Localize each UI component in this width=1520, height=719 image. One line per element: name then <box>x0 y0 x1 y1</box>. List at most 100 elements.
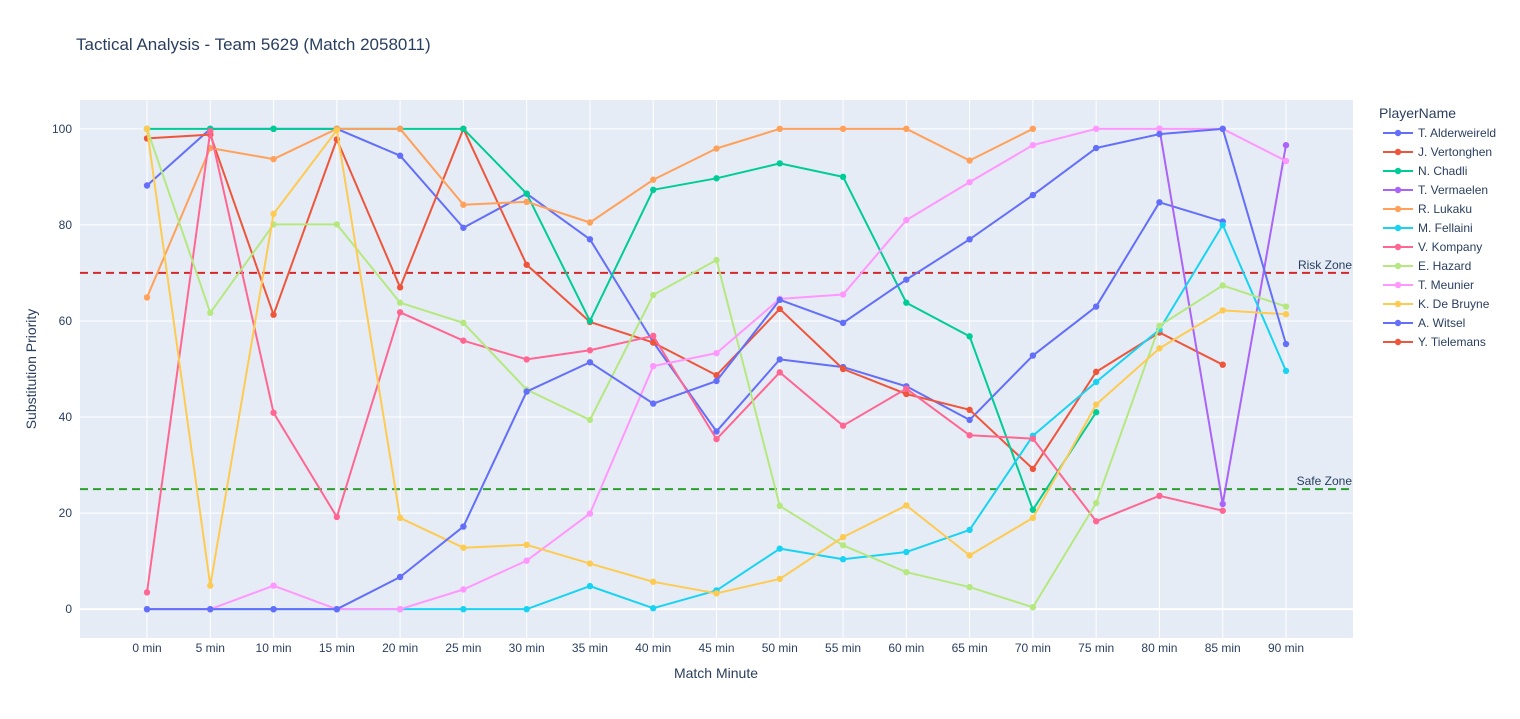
legend-item: A. Witsel <box>1383 316 1465 330</box>
data-point <box>966 236 973 243</box>
data-point <box>966 178 973 186</box>
data-point <box>270 210 277 218</box>
data-point <box>460 605 467 613</box>
x-axis-ticks: 0 min 5 min 10 min 15 min 20 min 25 min 30 min… <box>132 641 1304 655</box>
data-point <box>270 582 277 589</box>
x-tick-label: 50 min <box>762 641 798 655</box>
legend-swatch-marker <box>1394 186 1402 194</box>
data-point <box>903 502 910 509</box>
data-point <box>143 589 151 596</box>
data-point <box>776 305 783 313</box>
data-point <box>713 349 720 357</box>
data-point <box>1219 507 1226 514</box>
data-point <box>1029 465 1037 473</box>
data-point <box>460 125 467 133</box>
legend-label: T. Meunier <box>1418 278 1474 292</box>
data-point <box>966 333 973 340</box>
legend-title: PlayerName <box>1379 105 1456 121</box>
data-point <box>460 319 467 327</box>
data-point <box>396 514 404 522</box>
x-tick-label: 45 min <box>698 641 734 655</box>
data-point <box>839 125 847 133</box>
y-tick-label: 100 <box>52 122 72 136</box>
data-point <box>776 502 783 510</box>
data-point <box>966 583 973 591</box>
legend: PlayerName T. Alderweireld J. Vertonghen N… <box>1379 105 1496 349</box>
data-point <box>1029 141 1037 149</box>
data-point <box>839 365 847 373</box>
data-point <box>839 542 847 549</box>
legend-label: K. De Bruyne <box>1418 297 1490 311</box>
x-tick-label: 0 min <box>132 641 161 655</box>
data-point <box>396 299 404 306</box>
x-tick-label: 10 min <box>256 641 292 655</box>
data-point <box>713 372 720 379</box>
data-point <box>966 432 973 439</box>
data-point <box>650 400 657 407</box>
legend-item: T. Vermaelen <box>1383 183 1488 197</box>
data-point <box>523 388 530 395</box>
y-axis-ticks: 0 20 40 60 80 100 <box>52 122 72 616</box>
x-tick-label: 40 min <box>635 641 671 655</box>
x-tick-label: 80 min <box>1141 641 1177 655</box>
data-point <box>1092 499 1100 507</box>
x-axis-title: Match Minute <box>674 665 758 681</box>
series-e-hazard <box>143 125 1290 611</box>
data-point <box>1092 303 1100 310</box>
data-point <box>586 416 594 424</box>
data-point <box>586 236 594 243</box>
data-point <box>903 125 910 133</box>
data-point <box>586 317 594 325</box>
series-k-de-bruyne <box>143 125 1290 597</box>
data-point <box>460 544 467 551</box>
legend-item: T. Alderweireld <box>1383 126 1496 140</box>
y-tick-label: 20 <box>59 506 73 520</box>
data-point <box>713 377 720 385</box>
legend-item: R. Lukaku <box>1383 202 1472 216</box>
legend-item: V. Kompany <box>1383 240 1482 254</box>
data-point <box>460 224 467 231</box>
data-point <box>776 125 783 133</box>
data-point <box>713 590 720 597</box>
data-point <box>1156 199 1163 206</box>
data-point <box>1156 345 1163 352</box>
data-point <box>903 385 910 392</box>
legend-label: Y. Tielemans <box>1418 335 1486 349</box>
data-point <box>586 347 594 354</box>
data-point <box>650 291 657 299</box>
y-tick-label: 60 <box>59 314 73 328</box>
x-tick-label: 55 min <box>825 641 861 655</box>
data-point <box>396 605 404 613</box>
data-point <box>523 356 530 363</box>
data-point <box>586 359 594 366</box>
x-tick-label: 85 min <box>1205 641 1241 655</box>
data-point <box>650 578 657 585</box>
data-point <box>523 261 530 268</box>
data-point <box>903 390 910 398</box>
data-point <box>270 155 277 163</box>
y-tick-label: 80 <box>59 218 73 232</box>
data-point <box>143 182 151 189</box>
data-point <box>1029 191 1037 199</box>
data-point <box>966 406 973 414</box>
data-point <box>143 605 151 613</box>
data-point <box>207 605 214 613</box>
data-point <box>776 369 783 376</box>
threshold-lines: Risk Zone Safe Zone <box>80 258 1353 491</box>
data-point <box>207 309 214 316</box>
x-tick-label: 5 min <box>196 641 225 655</box>
data-point <box>1092 144 1100 152</box>
data-point <box>207 128 214 135</box>
legend-item: K. De Bruyne <box>1383 297 1490 311</box>
data-point <box>1219 221 1226 229</box>
data-point <box>776 545 783 552</box>
series-line <box>146 130 1223 593</box>
legend-item: M. Fellaini <box>1383 221 1473 235</box>
y-axis-title: Substitution Priority <box>23 309 39 430</box>
legend-item: Y. Tielemans <box>1383 335 1486 349</box>
legend-item: T. Meunier <box>1383 278 1474 292</box>
data-point <box>966 552 973 559</box>
y-tick-label: 40 <box>59 410 73 424</box>
legend-label: T. Alderweireld <box>1418 126 1496 140</box>
